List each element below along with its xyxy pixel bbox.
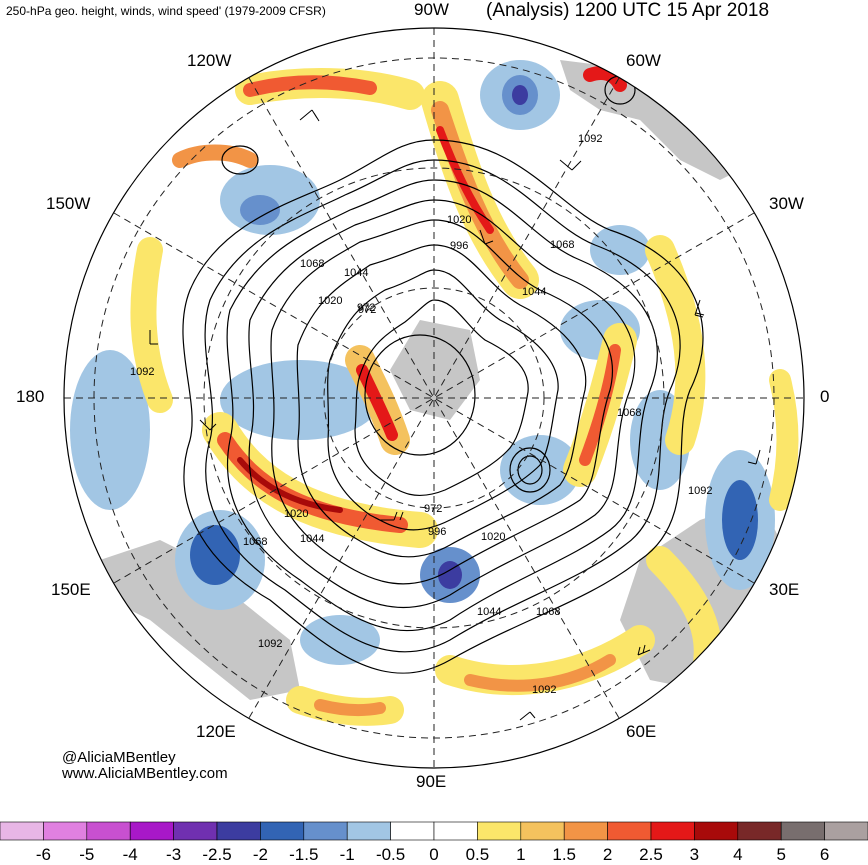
- colorbar-swatch: [216, 821, 261, 841]
- map-border: [63, 27, 805, 769]
- contour-label: 1020: [481, 531, 505, 543]
- colorbar-swatch: [563, 821, 608, 841]
- colorbar-tick-label: -5: [79, 845, 95, 864]
- lon-label-60e: 60E: [626, 722, 657, 741]
- contour-label: 1044: [522, 286, 546, 298]
- lon-label-120e: 120E: [196, 722, 236, 741]
- colorbar-swatch: [173, 821, 218, 841]
- graticule: [64, 28, 804, 768]
- lon-label-150e: 150E: [51, 580, 91, 599]
- colorbar-tick-label: 1.5: [552, 845, 577, 864]
- colorbar-swatch: [43, 821, 88, 841]
- contour-label: 1044: [344, 267, 368, 279]
- colorbar-tick-label: 5: [776, 845, 786, 864]
- credit-handle: @AliciaMBentley: [62, 749, 176, 766]
- colorbar-tick-label: 0.5: [465, 845, 490, 864]
- chart-header-right: (Analysis) 1200 UTC 15 Apr 2018: [486, 0, 770, 21]
- colorbar-swatch: [780, 821, 825, 841]
- colorbar-tick-label: -3: [166, 845, 182, 864]
- contour-label: 1044: [300, 533, 324, 545]
- contour-label: 996: [450, 240, 468, 252]
- colorbar-tick-label: -6: [35, 845, 51, 864]
- contour-label: 1068: [550, 239, 574, 251]
- contour-label: 972: [357, 302, 375, 314]
- colorbar-tick-label: 3: [689, 845, 700, 864]
- height-contours: [182, 75, 704, 674]
- colorbar-swatch: [129, 821, 174, 841]
- colorbar-swatch: [607, 821, 652, 841]
- colorbar: [0, 821, 868, 841]
- colorbar-swatch: [390, 821, 435, 841]
- lon-label-0: 0: [820, 387, 830, 406]
- contour-label: 1068: [300, 258, 324, 270]
- colorbar-tick-label: -0.5: [375, 845, 406, 864]
- colorbar-swatch: [520, 821, 565, 841]
- contour-label: 996: [428, 526, 446, 538]
- lon-label-150w: 150W: [46, 194, 91, 213]
- colorbar-tick-label: -1.5: [289, 845, 319, 864]
- colorbar-tick-label: -2.5: [202, 845, 232, 864]
- colorbar-tick-label: 1: [516, 845, 526, 864]
- colorbar-swatch: [694, 821, 739, 841]
- colorbar-tick-label: -4: [122, 845, 138, 864]
- colorbar-tick-label: 2.5: [639, 845, 663, 864]
- contour-label: 1092: [258, 638, 282, 650]
- colorbar-tick-label: 0: [429, 845, 439, 864]
- contour-label: 1092: [130, 366, 154, 378]
- lon-label-180: 180: [16, 387, 45, 406]
- lon-label-120w: 120W: [187, 51, 232, 70]
- colorbar-swatch: [303, 821, 348, 841]
- lon-label-30w: 30W: [769, 194, 804, 213]
- anomaly-positive: [130, 66, 799, 726]
- colorbar-tick-label: 4: [733, 845, 743, 864]
- colorbar-tick-label: -1: [339, 845, 355, 864]
- contour-labels: 1092 1068 1044 1020 996 972 1068 1044 10…: [130, 133, 712, 696]
- contour-label: 972: [424, 503, 442, 515]
- contour-label: 1068: [617, 407, 641, 419]
- colorbar-tick-label: 6: [819, 845, 830, 864]
- lon-label-30e: 30E: [769, 580, 800, 599]
- colorbar-swatch: [86, 821, 131, 841]
- contour-label: 1044: [477, 606, 501, 618]
- contour-label: 1092: [532, 684, 556, 696]
- colorbar-swatch: [650, 821, 695, 841]
- contour-label: 1068: [243, 536, 267, 548]
- contour-label: 972: [358, 304, 376, 316]
- colorbar-swatch: [433, 821, 478, 841]
- contour-label: 1092: [688, 485, 712, 497]
- colorbar-swatch: [0, 821, 44, 841]
- lon-label-60w: 60W: [626, 51, 661, 70]
- contour-label: 1020: [318, 295, 342, 307]
- colorbar-swatch: [737, 821, 782, 841]
- lon-label-90w: 90W: [414, 0, 449, 19]
- credit-website: www.AliciaMBentley.com: [62, 765, 228, 782]
- contour-label: 1068: [536, 606, 560, 618]
- colorbar-swatch: [477, 821, 522, 841]
- colorbar-tick-label: -2: [252, 845, 268, 864]
- colorbar-swatch: [824, 821, 868, 841]
- lon-label-90e: 90E: [416, 772, 447, 791]
- chart-header-left: 250-hPa geo. height, winds, wind speed' …: [6, 4, 326, 18]
- contour-label: 1020: [447, 214, 471, 226]
- contour-label: 1020: [284, 508, 308, 520]
- anomaly-negative: [70, 60, 775, 665]
- contour-label: 1092: [578, 133, 602, 145]
- wind-barbs: [149, 109, 761, 721]
- colorbar-tick-label: 2: [602, 845, 613, 864]
- colorbar-swatch: [260, 821, 305, 841]
- colorbar-swatch: [346, 821, 391, 841]
